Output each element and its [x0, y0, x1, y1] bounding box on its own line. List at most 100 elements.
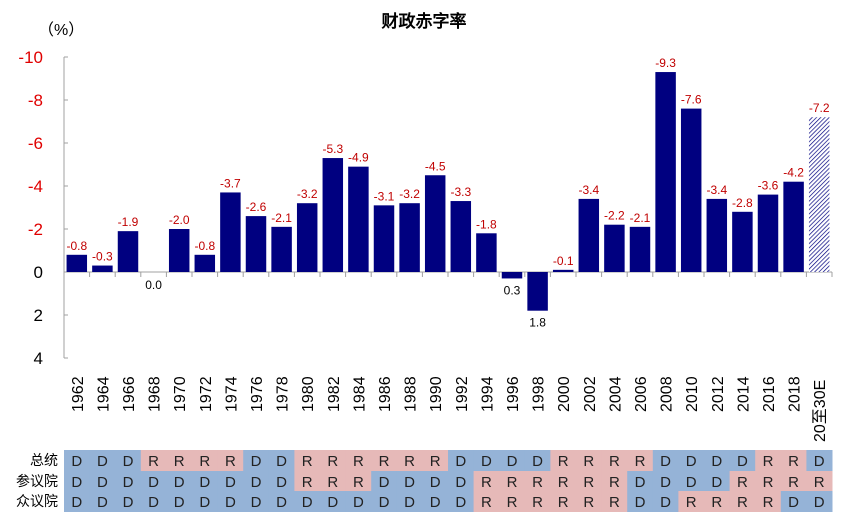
party-cell: [192, 491, 219, 512]
party-cell: [780, 491, 807, 512]
party-cell: [704, 450, 731, 471]
party-cell: [396, 471, 423, 492]
party-cell: [601, 450, 628, 471]
party-cell: [243, 450, 270, 471]
x-tick-label: 2016: [761, 376, 778, 412]
party-cell-text: R: [788, 453, 799, 470]
party-cell: [448, 491, 475, 512]
party-cell: [499, 491, 526, 512]
party-cell: [576, 491, 603, 512]
party-cell-text: R: [583, 474, 594, 491]
bar: [450, 201, 472, 272]
party-cell-text: R: [763, 494, 774, 511]
data-label: -2.1: [271, 211, 292, 225]
x-tick-label: 2012: [710, 376, 727, 412]
y-tick-label: -2: [28, 220, 43, 239]
party-cell-text: D: [276, 494, 287, 511]
bar: [168, 229, 190, 272]
x-tick-label: 20至30E: [812, 380, 829, 442]
party-cell: [652, 491, 679, 512]
party-cell: [192, 450, 219, 471]
party-cell-text: R: [532, 474, 543, 491]
party-cell-text: D: [97, 474, 108, 491]
data-label: -7.2: [809, 101, 830, 115]
x-tick-label: 1978: [275, 376, 292, 412]
y-tick-label: -8: [28, 91, 43, 110]
party-row-label: 众议院: [16, 493, 58, 509]
bar: [476, 233, 497, 272]
party-cell-text: D: [71, 494, 82, 511]
data-label: -2.6: [246, 200, 267, 214]
party-cell: [473, 450, 500, 471]
party-cell-text: D: [199, 474, 210, 491]
party-cell-text: R: [763, 453, 774, 470]
x-tick-label: 2006: [633, 376, 650, 412]
party-cell-text: D: [507, 453, 518, 470]
bar: [66, 254, 88, 272]
party-cell: [294, 471, 321, 492]
party-cell-text: D: [532, 453, 543, 470]
party-cell: [704, 491, 731, 512]
party-cell: [576, 450, 603, 471]
bar: [783, 181, 804, 272]
party-cell-text: R: [609, 474, 620, 491]
party-cell-text: R: [635, 453, 646, 470]
party-cell: [89, 471, 116, 492]
bar: [655, 72, 676, 272]
party-cell: [576, 471, 603, 492]
party-cell-text: R: [507, 474, 518, 491]
y-axis-unit-label: （%）: [38, 21, 84, 39]
x-tick-label: 1968: [147, 376, 164, 412]
bar: [552, 269, 574, 272]
party-cell: [627, 450, 654, 471]
party-cell: [243, 471, 270, 492]
party-cell: [268, 450, 295, 471]
data-label: -1.8: [476, 217, 497, 231]
party-cell-text: R: [814, 474, 825, 491]
party-cell: [345, 471, 372, 492]
party-cell-text: D: [97, 453, 108, 470]
party-cell: [217, 450, 244, 471]
party-cell: [371, 450, 398, 471]
x-tick-label: 2000: [556, 376, 573, 412]
data-label: -3.4: [706, 183, 727, 197]
data-label: -2.0: [169, 213, 190, 227]
x-tick-label: 1984: [351, 376, 368, 412]
bar: [578, 198, 600, 272]
data-label: -0.8: [194, 239, 215, 253]
party-cell: [678, 471, 705, 492]
party-cell-text: D: [302, 494, 313, 511]
x-tick-label: 1998: [531, 376, 548, 412]
y-tick-label: -4: [28, 177, 43, 196]
party-cell-text: D: [199, 494, 210, 511]
x-tick-label: 1988: [403, 376, 420, 412]
data-label: -0.8: [66, 239, 87, 253]
party-cell: [64, 491, 91, 512]
party-cell-text: D: [225, 494, 236, 511]
x-tick-label: 1974: [223, 376, 240, 412]
party-cell: [396, 450, 423, 471]
party-cell: [601, 491, 628, 512]
party-cell-text: D: [481, 453, 492, 470]
party-cell: [89, 450, 116, 471]
bar: [296, 203, 318, 272]
data-label: -5.3: [322, 142, 343, 156]
party-cell-text: D: [404, 474, 415, 491]
party-row-label: 参议院: [16, 473, 58, 489]
party-cell: [345, 450, 372, 471]
x-tick-label: 1992: [454, 376, 471, 412]
party-cell-text: R: [711, 494, 722, 511]
x-tick-label: 1996: [505, 376, 522, 412]
party-cell-text: D: [455, 494, 466, 511]
party-cell-text: R: [737, 474, 748, 491]
data-label: -3.7: [220, 176, 241, 190]
party-cell-text: D: [635, 474, 646, 491]
party-cell-text: D: [327, 494, 338, 511]
data-label: -2.8: [732, 196, 753, 210]
bar: [271, 226, 292, 272]
data-label: -3.3: [450, 185, 471, 199]
party-cell: [729, 450, 756, 471]
party-cell: [345, 491, 372, 512]
party-cell-text: R: [225, 453, 236, 470]
party-cell: [652, 471, 679, 492]
